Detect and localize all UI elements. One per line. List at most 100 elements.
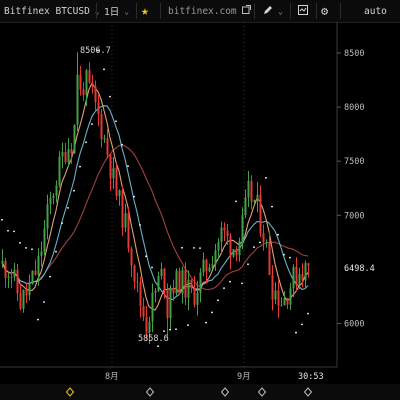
- candle-body: [139, 282, 142, 307]
- candle-body: [283, 298, 286, 306]
- sar-dot: [49, 275, 51, 278]
- candle-body: [142, 306, 145, 317]
- candle-body: [241, 215, 244, 242]
- x-label-august: 8月: [105, 372, 119, 382]
- candle-body: [130, 248, 133, 266]
- candle-body: [307, 263, 310, 266]
- candle-body: [214, 250, 217, 265]
- event-markers: [65, 387, 313, 397]
- candle-body: [298, 274, 301, 286]
- candle-body: [193, 288, 196, 305]
- y-tick-label: 8500: [344, 49, 364, 59]
- diamond-marker-icon: [145, 387, 155, 397]
- candle-body: [67, 148, 70, 163]
- sar-dot: [277, 233, 279, 236]
- candle-body: [175, 270, 178, 294]
- price-axis[interactable]: 8500 8000 7500 7000 6000 6498.4: [336, 22, 400, 367]
- toolbar: Bitfinex BTCUSD ⌄ 1日 ⌄ ★ bitfinex.com ⌄: [0, 0, 400, 23]
- candle-body: [28, 283, 31, 296]
- candle-body: [127, 213, 130, 249]
- interval-selector[interactable]: 1日 ⌄: [104, 0, 129, 22]
- sar-dot: [295, 331, 297, 334]
- candle-body: [172, 288, 175, 294]
- candle-body: [244, 197, 247, 216]
- symbol-selector[interactable]: Bitfinex BTCUSD ⌄: [4, 0, 100, 22]
- candle-body: [157, 276, 160, 291]
- candle-body: [268, 241, 271, 275]
- candle-body: [148, 321, 151, 333]
- chevron-down-icon: ⌄: [278, 6, 283, 16]
- sar-dot: [1, 218, 3, 221]
- divider: [136, 3, 137, 19]
- interval-label: 1日: [104, 7, 120, 18]
- candle-body: [10, 276, 13, 278]
- sar-dot: [97, 49, 99, 52]
- sar-dot: [19, 241, 21, 244]
- candle-body: [121, 190, 124, 228]
- diamond-marker-icon: [220, 387, 230, 397]
- settings-button[interactable]: ⚙: [321, 0, 328, 22]
- candle-body: [151, 292, 154, 322]
- sar-dot: [139, 224, 141, 226]
- candle-body: [229, 236, 232, 257]
- candle-body: [238, 241, 241, 256]
- scale-mode-button[interactable]: auto: [364, 0, 387, 22]
- bottom-bar: [0, 384, 400, 400]
- sar-dot: [307, 312, 309, 315]
- sar-dot: [265, 176, 267, 179]
- sar-dot: [187, 324, 189, 327]
- candle-body: [37, 256, 40, 275]
- snapshot-button[interactable]: [298, 0, 308, 22]
- candle-body: [7, 276, 10, 278]
- candle-body: [79, 74, 82, 90]
- candle-body: [31, 270, 34, 284]
- diamond-marker-icon: [303, 387, 313, 397]
- candle-body: [217, 242, 220, 251]
- time-label: 30:53: [298, 372, 324, 382]
- candle-body: [220, 227, 223, 243]
- candle-body: [295, 266, 298, 286]
- y-tick-label: 6000: [344, 320, 364, 330]
- divider: [160, 3, 161, 19]
- candle-body: [253, 199, 256, 202]
- sar-dot: [13, 230, 15, 233]
- candle-body: [82, 89, 85, 95]
- candle-body: [52, 195, 55, 198]
- high-annotation: 8506.7: [80, 46, 111, 56]
- sar-dot: [73, 189, 75, 192]
- candle-body: [133, 265, 136, 282]
- parabolic-sar: [1, 49, 309, 348]
- candle-body: [187, 279, 190, 298]
- candle-body: [136, 281, 139, 283]
- candle-body: [196, 292, 199, 305]
- y-tick-label: 8000: [344, 103, 364, 113]
- candle-body: [301, 274, 304, 281]
- candle-body: [112, 167, 115, 179]
- popout-icon: [241, 5, 251, 17]
- candle-body: [145, 316, 148, 333]
- sar-dot: [43, 301, 45, 303]
- sar-dot: [301, 323, 303, 326]
- divider: [96, 3, 97, 19]
- candle-body: [25, 289, 28, 296]
- divider: [254, 3, 255, 19]
- sar-dot: [205, 321, 207, 324]
- candle-body: [22, 289, 25, 309]
- favorite-button[interactable]: ★: [141, 0, 149, 22]
- candle-body: [280, 305, 283, 307]
- sar-dot: [229, 280, 231, 283]
- candle-body: [277, 290, 280, 306]
- sar-dot: [181, 246, 183, 249]
- drawing-tools-button[interactable]: ⌄: [263, 0, 283, 22]
- sar-dot: [37, 318, 39, 321]
- candle-body: [103, 138, 106, 140]
- candle-body: [61, 152, 64, 157]
- candle-body: [274, 290, 277, 300]
- ma-long-line: [1, 145, 309, 291]
- sar-dot: [253, 246, 255, 249]
- sar-dot: [121, 143, 123, 146]
- candle-body: [154, 290, 157, 293]
- candle-body: [256, 194, 259, 200]
- watermark-link[interactable]: bitfinex.com: [168, 0, 251, 22]
